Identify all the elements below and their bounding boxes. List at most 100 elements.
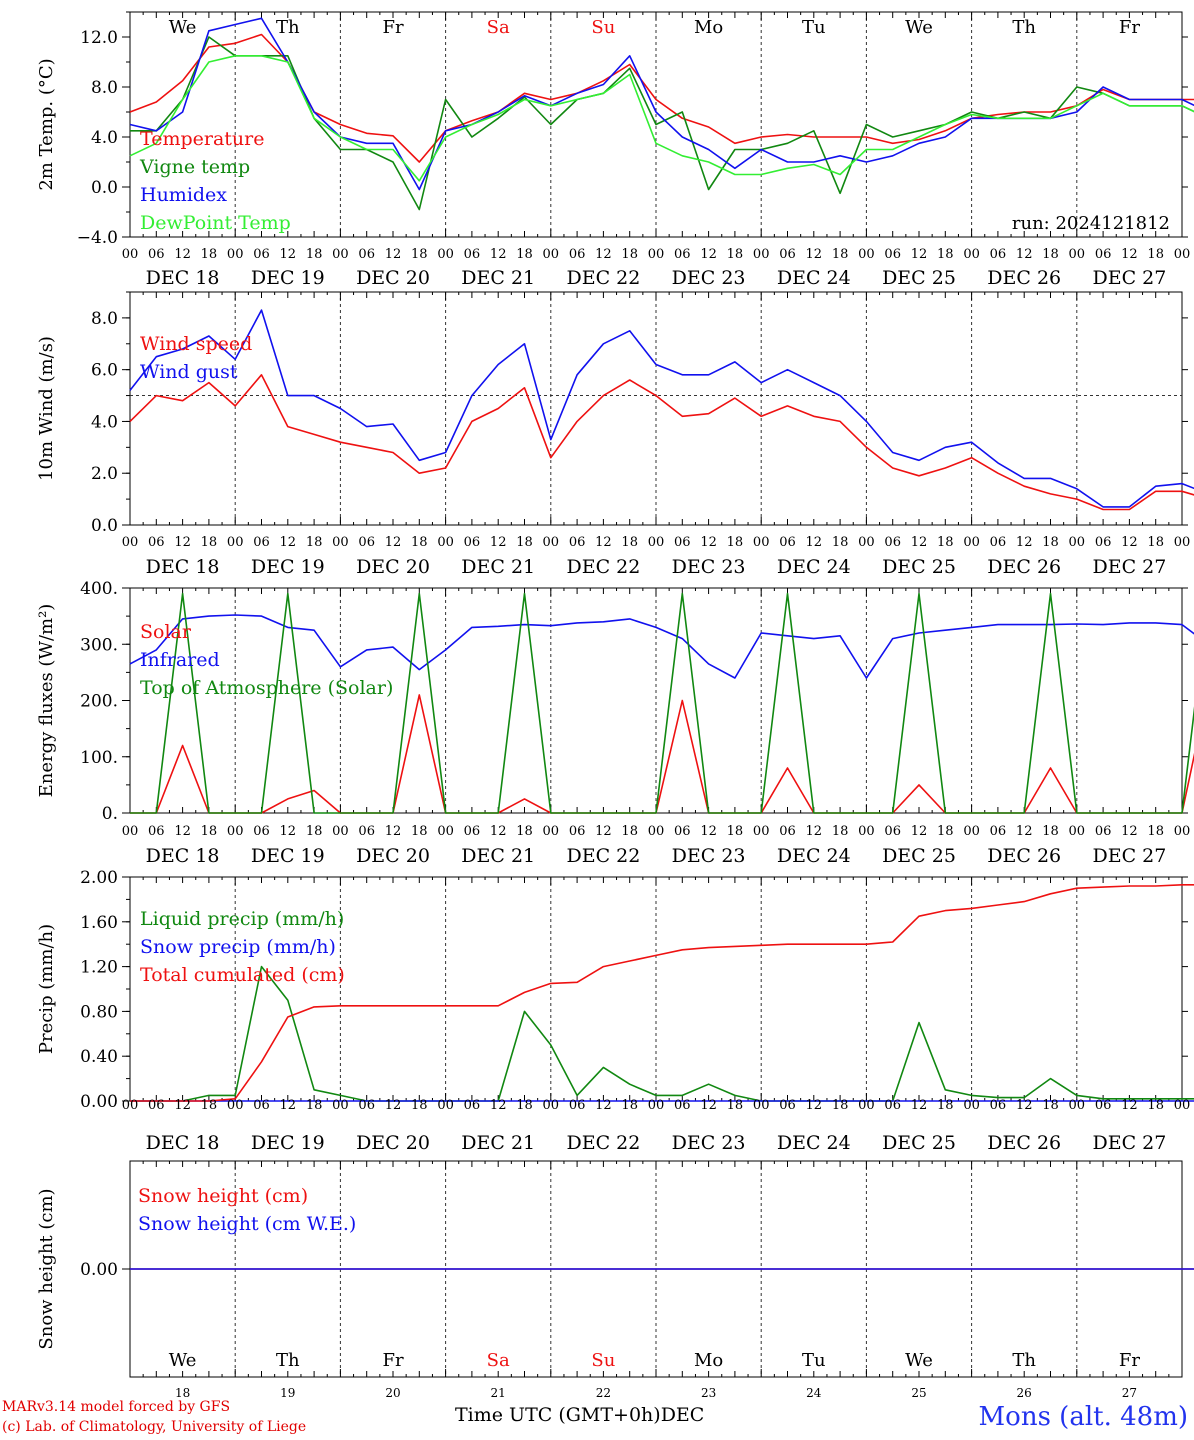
series-line	[130, 592, 1194, 814]
hour-tick-label: 12	[490, 535, 507, 550]
day-of-week-label: Mo	[694, 1350, 723, 1371]
hour-tick-label: 00	[122, 535, 139, 550]
panel-snow: 0.00 Snow height (cm) Snow height (cm) Snow…	[36, 1160, 1194, 1400]
day-number-label: 26	[1017, 1386, 1032, 1400]
hour-tick-label: 00	[437, 1098, 454, 1113]
day-of-week-label: Th	[1012, 17, 1036, 38]
day-number-label: 25	[911, 1386, 926, 1400]
series-line	[129, 614, 1194, 679]
date-label: DEC 22	[566, 267, 640, 289]
station-name: Mons (alt. 48m)	[978, 1402, 1188, 1432]
hour-tick-label: 12	[911, 247, 928, 262]
hour-tick-label: 12	[806, 535, 823, 550]
date-label: DEC 20	[356, 1132, 430, 1154]
hour-tick-label: 06	[148, 247, 165, 262]
hour-tick-label: 12	[1016, 247, 1033, 262]
y-tick-label: 0.80	[80, 1002, 118, 1022]
hour-tick-label: 12	[700, 824, 717, 839]
day-number-label: 27	[1122, 1386, 1137, 1400]
hour-tick-label: 12	[490, 1098, 507, 1113]
date-label: DEC 18	[146, 556, 220, 578]
model-credit: MARv3.14 model forced by GFS	[2, 1399, 231, 1415]
hour-tick-label: 00	[858, 247, 875, 262]
day-of-week-label: We	[169, 17, 197, 38]
hour-tick-label: 18	[937, 824, 954, 839]
hour-tick-label: 12	[174, 824, 191, 839]
date-label: DEC 24	[777, 1132, 851, 1154]
hour-tick-label: 00	[437, 247, 454, 262]
hour-tick-label: 18	[306, 1098, 323, 1113]
hour-tick-label: 06	[674, 1098, 691, 1113]
date-label: DEC 18	[146, 845, 220, 867]
hour-tick-label: 12	[174, 247, 191, 262]
legend-entry: Vigne temp	[139, 156, 250, 178]
hour-tick-label: 06	[779, 824, 796, 839]
series-line	[130, 694, 1194, 814]
hour-tick-label: 12	[595, 247, 612, 262]
hour-tick-label: 18	[621, 1098, 638, 1113]
y-axis-label: 10m Wind (m/s)	[36, 336, 57, 481]
hour-tick-label: 18	[516, 247, 533, 262]
day-number-label: 23	[701, 1386, 716, 1400]
hour-tick-label: 00	[963, 1098, 980, 1113]
date-label: DEC 27	[1092, 1132, 1166, 1154]
series-line	[130, 883, 1194, 1102]
day-of-week-label: Su	[591, 1350, 615, 1371]
date-label: DEC 22	[566, 1132, 640, 1154]
hour-tick-label: 12	[490, 247, 507, 262]
hour-tick-label: 00	[332, 1098, 349, 1113]
day-of-week-label: Th	[276, 1350, 300, 1371]
hour-tick-label: 06	[358, 535, 375, 550]
hour-tick-label: 12	[911, 1098, 928, 1113]
hour-tick-label: 12	[1121, 535, 1138, 550]
day-of-week-label: Tu	[802, 1350, 826, 1371]
lab-credit: (c) Lab. of Climatology, University of L…	[2, 1419, 307, 1435]
hour-tick-label: 06	[253, 824, 270, 839]
hour-tick-label: 00	[753, 247, 770, 262]
hour-tick-label: 18	[832, 247, 849, 262]
hour-tick-label: 06	[569, 247, 586, 262]
hour-tick-label: 12	[1016, 824, 1033, 839]
y-tick-label: 0.00	[80, 1092, 118, 1112]
hour-tick-label: 18	[832, 824, 849, 839]
hour-tick-label: 06	[569, 535, 586, 550]
hour-tick-label: 06	[674, 535, 691, 550]
hour-tick-label: 06	[674, 247, 691, 262]
hour-tick-label: 06	[148, 824, 165, 839]
series-line	[130, 36, 1194, 211]
day-number-label: 18	[175, 1386, 190, 1400]
y-tick-label: 8.0	[91, 309, 118, 329]
hour-tick-label: 06	[569, 824, 586, 839]
hour-tick-label: 00	[1174, 1098, 1191, 1113]
hour-tick-label: 00	[227, 535, 244, 550]
date-label: DEC 18	[146, 1132, 220, 1154]
y-axis-label: Energy fluxes (W/m²)	[36, 604, 57, 798]
hour-tick-label: 12	[700, 535, 717, 550]
hour-tick-label: 12	[280, 247, 297, 262]
day-of-week-label: Tu	[802, 17, 826, 38]
date-label: DEC 25	[882, 556, 956, 578]
y-tick-label: 0.0	[91, 178, 118, 198]
hour-tick-label: 00	[122, 1098, 139, 1113]
hour-tick-label: 12	[385, 824, 402, 839]
date-label: DEC 20	[356, 267, 430, 289]
hour-tick-label: 18	[1042, 247, 1059, 262]
date-label: DEC 23	[672, 267, 746, 289]
hour-tick-label: 18	[1147, 535, 1164, 550]
date-label: DEC 23	[672, 845, 746, 867]
legend-entry: Humidex	[140, 184, 227, 206]
series-line	[130, 965, 1194, 1102]
date-label: DEC 23	[672, 556, 746, 578]
legend-entry: Wind speed	[140, 333, 252, 355]
hour-tick-label: 06	[1095, 824, 1112, 839]
day-of-week-label: Su	[591, 17, 615, 38]
hour-tick-label: 18	[201, 247, 218, 262]
hour-tick-label: 18	[727, 535, 744, 550]
legend-entry: Wind gust	[140, 361, 238, 383]
hour-tick-label: 00	[753, 1098, 770, 1113]
hour-tick-label: 18	[1042, 824, 1059, 839]
y-tick-label: 300.	[80, 635, 118, 655]
series-line	[129, 54, 1194, 182]
date-label: DEC 25	[882, 1132, 956, 1154]
legend-entry: Temperature	[140, 128, 264, 150]
